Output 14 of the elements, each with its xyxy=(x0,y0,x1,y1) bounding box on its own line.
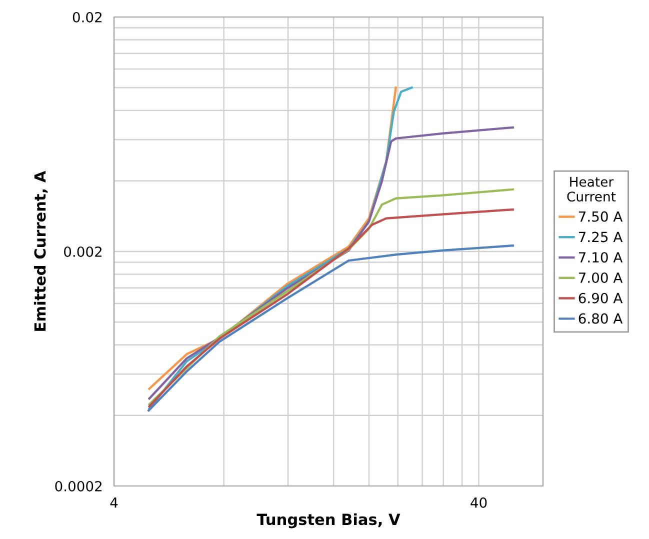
legend-title: Heater Current xyxy=(567,176,616,202)
x-tick-label: 40 xyxy=(470,497,487,508)
y-axis-title: Emitted Current, A xyxy=(34,170,48,331)
y-tick-label: 0.002 xyxy=(64,246,102,257)
y-tick-label: 0.0002 xyxy=(55,480,102,492)
legend-label: 7.50 A xyxy=(578,211,623,222)
y-tick-label: 0.02 xyxy=(72,12,102,22)
x-tick-label: 4 xyxy=(110,498,118,508)
legend-label: 6.80 A xyxy=(578,313,623,324)
legend-label: 7.25 A xyxy=(578,232,623,242)
legend-label: 6.90 A xyxy=(578,292,623,304)
x-axis-title: Tungsten Bias, V xyxy=(256,513,400,528)
legend-label: 7.00 A xyxy=(578,272,623,283)
legend-label: 7.10 A xyxy=(578,252,623,263)
